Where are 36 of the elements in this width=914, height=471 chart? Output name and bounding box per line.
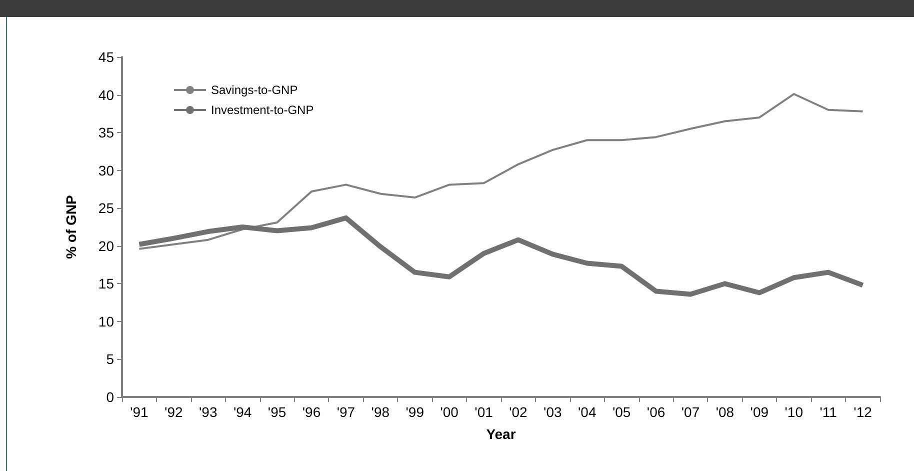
x-tick-label: '02 — [509, 404, 528, 420]
y-axis-title: % of GNP — [63, 195, 79, 259]
x-tick-label: '09 — [750, 404, 769, 420]
x-tick-label: '12 — [854, 404, 872, 420]
x-tick-label: '01 — [474, 404, 494, 420]
legend-label: Savings-to-GNP — [211, 83, 298, 97]
y-tick-label: 40 — [98, 86, 114, 103]
x-tick-label: '92 — [164, 404, 184, 420]
y-tick-label: 20 — [98, 238, 114, 254]
y-tick-label: 45 — [98, 49, 114, 65]
x-tick-label: '00 — [440, 404, 459, 420]
y-tick-label: 5 — [106, 351, 114, 368]
x-tick-label: '10 — [784, 404, 804, 420]
x-tick-label: '08 — [716, 404, 734, 420]
y-tick-label: 15 — [98, 276, 114, 292]
x-tick-label: '91 — [130, 404, 149, 420]
y-tick-label: 10 — [98, 313, 114, 330]
x-tick-label: '04 — [578, 404, 596, 420]
x-tick-label: '95 — [268, 404, 286, 420]
y-tick-label: 35 — [98, 124, 114, 141]
x-tick-label: '03 — [544, 404, 562, 420]
x-tick-label: '94 — [233, 404, 252, 420]
x-tick-label: '98 — [371, 404, 390, 420]
x-tick-label: '93 — [199, 404, 218, 420]
y-tick-label: 0 — [106, 389, 114, 405]
x-tick-label: '99 — [406, 404, 424, 420]
x-axis-title: Year — [486, 426, 516, 442]
y-tick-label: 25 — [98, 200, 114, 216]
x-tick-label: '96 — [302, 404, 321, 420]
x-tick-label: '05 — [612, 404, 631, 420]
y-tick-label: 30 — [98, 162, 114, 178]
x-tick-label: '97 — [336, 404, 356, 420]
x-tick-label: '06 — [646, 404, 666, 420]
x-tick-label: '07 — [681, 404, 700, 420]
x-tick-label: '11 — [820, 404, 838, 420]
legend-label: Investment-to-GNP — [211, 103, 314, 117]
